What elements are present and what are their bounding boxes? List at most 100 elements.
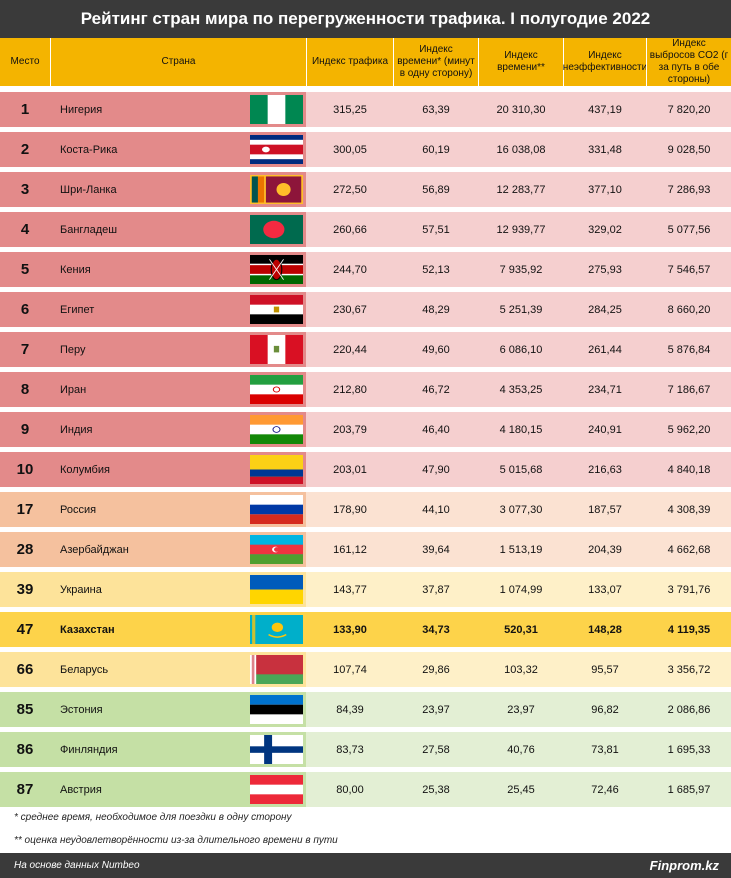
traffic-cell: 272,50 (333, 183, 367, 196)
row-right-panel (306, 492, 731, 527)
brand-logo: Finprom.kz (649, 858, 719, 873)
time2-cell: 20 310,30 (496, 103, 546, 116)
rank-cell: 47 (16, 621, 34, 638)
time2-cell: 1 074,99 (499, 583, 543, 596)
table-row: 10 Колумбия 203,01 47,90 5 015,68 216,63 4 840… (0, 452, 731, 487)
inefficiency-cell: 240,91 (588, 423, 622, 436)
time2-cell: 12 283,77 (496, 183, 546, 196)
traffic-cell: 300,05 (333, 143, 367, 156)
table-row: 87 Австрия 80,00 25,38 25,45 72,46 1 685,97 (0, 772, 731, 807)
rank-cell: 8 (20, 381, 30, 398)
traffic-cell: 220,44 (333, 343, 367, 356)
traffic-cell: 230,67 (333, 303, 367, 316)
co2-cell: 7 286,93 (667, 183, 711, 196)
finland-flag-icon (250, 735, 303, 764)
country-cell: Шри-Ланка (60, 183, 117, 196)
table-row: 66 Беларусь 107,74 29,86 103,32 95,57 3 356,72 (0, 652, 731, 687)
rank-cell: 6 (20, 301, 30, 318)
time-cell: 23,97 (422, 703, 450, 716)
time2-cell: 4 353,25 (499, 383, 543, 396)
sri-lanka-flag-icon (250, 175, 303, 204)
inefficiency-cell: 133,07 (588, 583, 622, 596)
ukraine-flag-icon (250, 575, 303, 604)
time2-cell: 23,97 (507, 703, 535, 716)
table-row: 8 Иран 212,80 46,72 4 353,25 234,71 7 186,67 (0, 372, 731, 407)
footnote-2: ** оценка неудовлетворённости из-за длит… (14, 835, 338, 846)
header-country: Страна (161, 56, 196, 67)
traffic-cell: 212,80 (333, 383, 367, 396)
country-cell: Беларусь (60, 663, 109, 676)
co2-cell: 3 356,72 (667, 663, 711, 676)
inefficiency-cell: 148,28 (588, 623, 622, 636)
row-right-panel (306, 572, 731, 607)
time-cell: 49,60 (422, 343, 450, 356)
co2-cell: 3 791,76 (667, 583, 711, 596)
country-cell: Перу (60, 343, 86, 356)
table-row: 17 Россия 178,90 44,10 3 077,30 187,57 4 308,3… (0, 492, 731, 527)
rank-cell: 3 (20, 181, 30, 198)
header-inefficiency: Индекс неэффективности (562, 50, 648, 73)
time-cell: 48,29 (422, 303, 450, 316)
inefficiency-cell: 187,57 (588, 503, 622, 516)
time2-cell: 16 038,08 (496, 143, 546, 156)
traffic-cell: 83,73 (336, 743, 364, 756)
time2-cell: 1 513,19 (499, 543, 543, 556)
time-cell: 56,89 (422, 183, 450, 196)
time2-cell: 5 015,68 (499, 463, 543, 476)
co2-cell: 4 840,18 (667, 463, 711, 476)
country-cell: Кения (60, 263, 91, 276)
inefficiency-cell: 275,93 (588, 263, 622, 276)
time-cell: 27,58 (422, 743, 450, 756)
rank-cell: 87 (16, 781, 34, 798)
table-row: 5 Кения 244,70 52,13 7 935,92 275,93 7 546,57 (0, 252, 731, 287)
footnote-1: * среднее время, необходимое для поездки… (14, 812, 292, 823)
co2-cell: 7 546,57 (667, 263, 711, 276)
traffic-cell: 203,01 (333, 463, 367, 476)
traffic-cell: 315,25 (333, 103, 367, 116)
header-traffic: Индекс трафика (311, 56, 389, 67)
row-right-panel (306, 172, 731, 207)
table-row: 39 Украина 143,77 37,87 1 074,99 133,07 3 791,… (0, 572, 731, 607)
inefficiency-cell: 216,63 (588, 463, 622, 476)
country-cell: Россия (60, 503, 97, 516)
costa-rica-flag-icon (250, 135, 303, 164)
iran-flag-icon (250, 375, 303, 404)
country-cell: Египет (60, 303, 95, 316)
rank-cell: 17 (16, 501, 34, 518)
time-cell: 25,38 (422, 783, 450, 796)
table-row: 86 Финляндия 83,73 27,58 40,76 73,81 1 695,33 (0, 732, 731, 767)
rank-cell: 7 (20, 341, 30, 358)
table-row: 28 Азербайджан 161,12 39,64 1 513,19 204,39 4 … (0, 532, 731, 567)
co2-cell: 7 820,20 (667, 103, 711, 116)
colombia-flag-icon (250, 455, 303, 484)
rank-cell: 85 (16, 701, 34, 718)
rank-cell: 86 (16, 741, 34, 758)
time-cell: 57,51 (422, 223, 450, 236)
page-title: Рейтинг стран мира по перегруженности тр… (0, 0, 731, 38)
time2-cell: 40,76 (507, 743, 535, 756)
traffic-cell: 107,74 (333, 663, 367, 676)
inefficiency-cell: 73,81 (591, 743, 619, 756)
time-cell: 52,13 (422, 263, 450, 276)
egypt-flag-icon (250, 295, 303, 324)
time-cell: 46,72 (422, 383, 450, 396)
row-right-panel (306, 212, 731, 247)
traffic-cell: 203,79 (333, 423, 367, 436)
country-cell: Азербайджан (60, 543, 129, 556)
country-cell: Коста-Рика (60, 143, 118, 156)
country-cell: Украина (60, 583, 102, 596)
inefficiency-cell: 95,57 (591, 663, 619, 676)
inefficiency-cell: 437,19 (588, 103, 622, 116)
traffic-cell: 260,66 (333, 223, 367, 236)
inefficiency-cell: 204,39 (588, 543, 622, 556)
time-cell: 47,90 (422, 463, 450, 476)
header-time: Индекс времени* (минут в одну сторону) (397, 44, 475, 79)
nigeria-flag-icon (250, 95, 303, 124)
traffic-cell: 80,00 (336, 783, 364, 796)
time2-cell: 7 935,92 (499, 263, 543, 276)
row-right-panel (306, 332, 731, 367)
traffic-cell: 143,77 (333, 583, 367, 596)
time-cell: 34,73 (422, 623, 450, 636)
table-row: 85 Эстония 84,39 23,97 23,97 96,82 2 086,86 (0, 692, 731, 727)
table-row: 4 Бангладеш 260,66 57,51 12 939,77 329,02 5 07… (0, 212, 731, 247)
